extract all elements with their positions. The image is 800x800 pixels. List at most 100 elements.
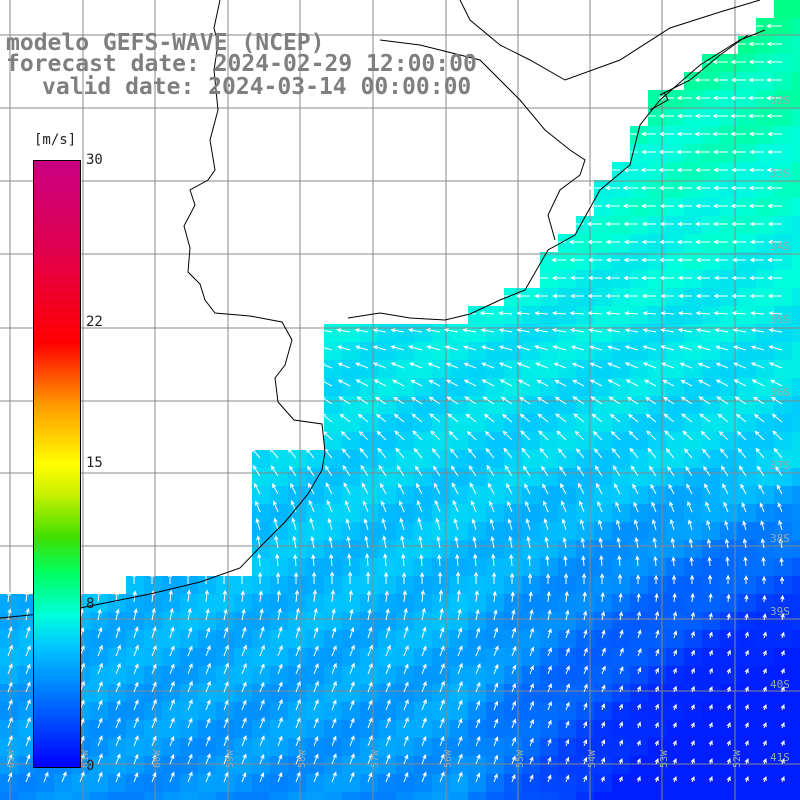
wind-speed-cell <box>270 720 289 739</box>
wind-arrow <box>547 609 552 621</box>
wind-arrow <box>293 571 299 585</box>
wind-speed-cell <box>666 180 685 199</box>
wind-arrow <box>542 483 549 495</box>
wind-arrow <box>660 293 674 299</box>
wind-speed-cell <box>702 234 721 253</box>
wind-arrow <box>609 413 621 423</box>
wind-speed-cell <box>558 360 577 379</box>
wind-speed-cell <box>756 720 775 739</box>
wind-arrow <box>624 345 639 351</box>
wind-arrow <box>660 311 675 316</box>
wind-speed-cell <box>684 666 703 685</box>
wind-speed-cell <box>540 324 559 343</box>
wind-arrow <box>498 362 513 369</box>
wind-arrow <box>414 465 423 477</box>
wind-arrow <box>731 293 746 299</box>
wind-speed-cell <box>612 486 631 505</box>
wind-speed-cell <box>252 450 271 469</box>
wind-speed-cell <box>594 684 613 703</box>
wind-arrow <box>545 555 550 567</box>
wind-arrow <box>457 645 463 657</box>
wind-arrow <box>343 482 351 495</box>
wind-arrow <box>772 430 783 441</box>
wind-arrow <box>708 593 713 603</box>
wind-speed-cell <box>90 702 109 721</box>
wind-arrow <box>766 23 782 29</box>
wind-speed-cell <box>630 540 649 559</box>
wind-arrow <box>493 700 499 711</box>
wind-arrow <box>669 501 675 513</box>
wind-arrow <box>25 626 31 639</box>
wind-speed-cell <box>756 36 775 55</box>
model-title: modelo GEFS-WAVE (NCEP) <box>6 30 325 56</box>
wind-arrow <box>516 328 531 333</box>
wind-speed-cell <box>414 414 433 433</box>
wind-arrow <box>749 239 764 245</box>
wind-arrow <box>367 699 373 711</box>
wind-speed-cell <box>396 378 415 397</box>
wind-speed-cell <box>450 486 469 505</box>
wind-arrow <box>587 239 602 245</box>
wind-arrow <box>313 753 319 765</box>
wind-speed-cell <box>396 684 415 703</box>
wind-arrow <box>618 703 623 711</box>
wind-arrow <box>730 113 746 119</box>
wind-arrow <box>393 396 405 405</box>
wind-arrow <box>628 430 639 441</box>
wind-speed-cell <box>792 432 800 451</box>
wind-speed-cell <box>504 720 523 739</box>
wind-arrow <box>605 239 620 245</box>
wind-speed-cell <box>414 702 433 721</box>
latitude-label: 40S <box>770 678 790 691</box>
wind-speed-cell <box>720 738 739 757</box>
wind-speed-cell <box>702 540 721 559</box>
wind-speed-cell <box>738 198 757 217</box>
wind-arrow <box>313 735 319 747</box>
wind-arrow <box>748 185 764 191</box>
wind-speed-cell <box>324 576 343 595</box>
wind-arrow <box>695 311 711 316</box>
wind-arrow <box>659 221 674 227</box>
wind-arrow <box>367 681 373 693</box>
wind-arrow <box>385 772 391 783</box>
wind-speed-cell <box>378 522 397 541</box>
wind-arrow <box>733 379 747 387</box>
wind-arrow <box>486 464 495 477</box>
wind-arrow <box>707 556 712 567</box>
wind-speed-cell <box>774 738 793 757</box>
wind-arrow <box>708 649 713 657</box>
wind-speed-cell <box>108 774 127 793</box>
wind-speed-cell <box>396 774 415 793</box>
wind-speed-cell <box>306 684 325 703</box>
wind-arrow <box>605 293 620 299</box>
wind-speed-cell <box>378 612 397 631</box>
wind-speed-cell <box>108 612 127 631</box>
wind-speed-cell <box>774 180 793 199</box>
wind-speed-cell <box>684 756 703 775</box>
wind-speed-cell <box>180 648 199 667</box>
wind-speed-cell <box>252 576 271 595</box>
wind-arrow <box>600 757 606 765</box>
wind-speed-cell <box>522 450 541 469</box>
wind-arrow <box>690 685 695 693</box>
wind-speed-cell <box>792 594 800 613</box>
wind-speed-cell <box>342 774 361 793</box>
wind-arrow <box>223 662 229 675</box>
wind-speed-cell <box>432 504 451 523</box>
wind-speed-cell <box>774 540 793 559</box>
wind-speed-cell <box>234 594 253 613</box>
wind-arrow <box>583 702 588 711</box>
wind-arrow <box>713 293 728 299</box>
lagoon-outline <box>649 34 749 111</box>
wind-speed-cell <box>558 378 577 397</box>
wind-speed-cell <box>378 738 397 757</box>
wind-arrow <box>391 379 405 387</box>
wind-speed-cell <box>666 774 685 793</box>
wind-arrow <box>509 553 514 567</box>
wind-speed-cell <box>306 738 325 757</box>
longitude-label: 59W <box>225 749 236 768</box>
wind-arrow <box>654 721 659 729</box>
wind-arrow <box>309 517 315 531</box>
wind-arrow <box>354 328 369 333</box>
wind-speed-cell <box>396 630 415 649</box>
